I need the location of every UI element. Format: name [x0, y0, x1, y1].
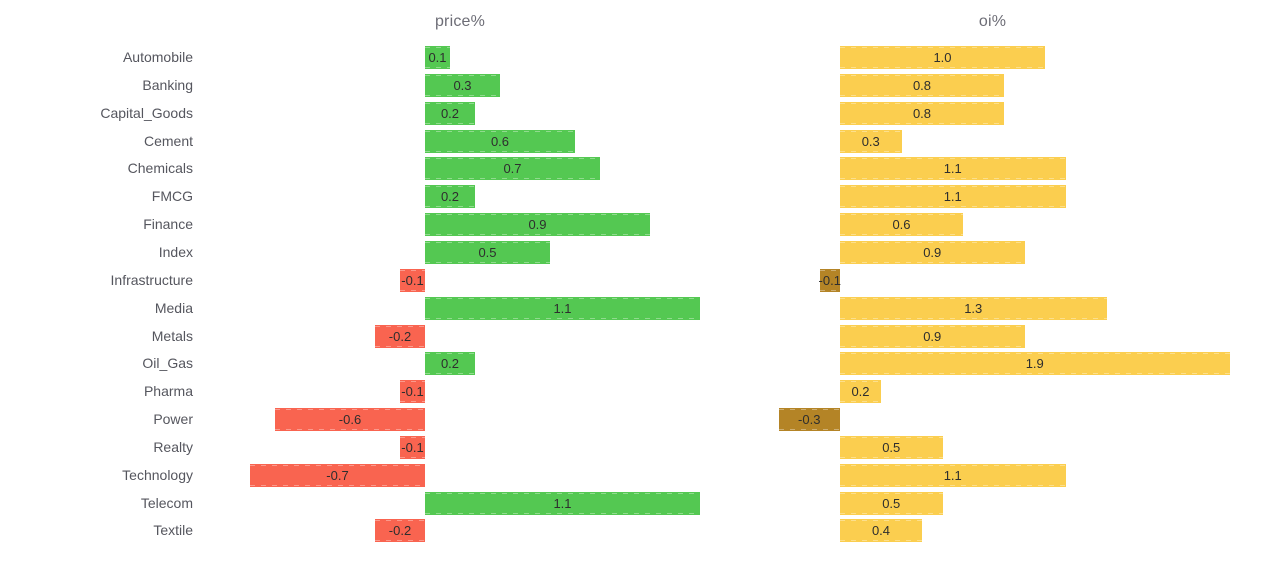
price-bar: 0.2: [425, 101, 475, 125]
bar-value-label: 0.9: [923, 244, 942, 260]
price-bar: -0.1: [400, 380, 425, 404]
category-label: FMCG: [151, 188, 193, 205]
oi-bar: 1.1: [840, 157, 1066, 181]
bar-value-label: 0.2: [440, 356, 460, 372]
bar-value-label: -0.2: [388, 523, 412, 539]
category-label: Automobile: [122, 49, 193, 65]
price-bar: -0.6: [275, 408, 425, 432]
oi-bar: 0.9: [840, 324, 1025, 348]
price-bar: -0.2: [375, 324, 425, 348]
bar-value-label: 1.1: [943, 467, 962, 483]
price-bar: 0.2: [425, 352, 475, 376]
bar-value-label: 0.7: [503, 161, 522, 177]
price-bar: 1.1: [425, 296, 700, 320]
bar-value-label: 0.5: [882, 439, 901, 455]
bar-value-label: -0.3: [798, 412, 821, 428]
category-label: Index: [158, 243, 193, 260]
bar-value-label: -0.2: [388, 328, 412, 344]
category-label: Technology: [122, 466, 193, 483]
oi-bar: 1.3: [840, 296, 1107, 320]
oi-bar: 1.0: [840, 46, 1045, 69]
price-bar: 1.1: [425, 491, 700, 515]
bar-value-label: 0.9: [528, 217, 547, 233]
bar-value-label: -0.7: [326, 467, 349, 483]
oi-chart-title: oi%: [978, 13, 1007, 30]
bar-value-label: 1.9: [1025, 356, 1044, 372]
bar-value-label: 1.0: [933, 50, 952, 65]
bar-value-label: -0.1: [818, 272, 841, 288]
category-label: Textile: [153, 522, 193, 539]
category-label: Capital_Goods: [100, 104, 193, 121]
category-label: Oil_Gas: [142, 355, 193, 372]
oi-bar: 0.3: [840, 129, 902, 153]
bar-value-label: -0.1: [401, 439, 424, 455]
bar-value-label: 0.5: [882, 495, 901, 511]
oi-bar: 1.9: [840, 352, 1230, 376]
price-bar: -0.2: [375, 519, 425, 543]
oi-bar: 1.1: [840, 185, 1066, 209]
bar-value-label: 0.6: [892, 217, 911, 233]
category-label: Metals: [151, 327, 193, 344]
bar-value-label: 0.6: [490, 133, 510, 149]
category-label: Media: [154, 299, 193, 316]
oi-bar: 0.5: [840, 435, 943, 459]
category-label: Banking: [142, 76, 193, 93]
price-bar: -0.7: [250, 463, 425, 487]
bar-value-label: 0.3: [453, 77, 472, 93]
bar-value-label: -0.6: [338, 412, 362, 428]
bar-value-label: 0.2: [440, 189, 460, 205]
category-label: Infrastructure: [110, 271, 193, 288]
price-bar: 0.6: [425, 129, 575, 153]
bar-value-label: 1.1: [943, 161, 962, 177]
price-bar: -0.1: [400, 268, 425, 292]
price-bar: 0.1: [425, 46, 450, 69]
category-label: Cement: [143, 132, 193, 149]
oi-bar: 0.4: [840, 519, 922, 543]
oi-bar: 0.6: [840, 213, 963, 237]
oi-bar: 0.2: [840, 380, 881, 404]
oi-bar: 0.9: [840, 240, 1025, 264]
price-bar: -0.1: [400, 435, 425, 459]
bar-value-label: 1.1: [553, 300, 572, 316]
category-label: Telecom: [140, 494, 193, 511]
price-bar: 0.7: [425, 157, 600, 181]
oi-bar: 0.8: [840, 73, 1004, 97]
price-chart-title: price%: [434, 13, 486, 30]
bar-value-label: -0.1: [401, 272, 424, 288]
oi-bar: 0.5: [840, 491, 943, 515]
bar-value-label: 1.3: [964, 300, 983, 316]
category-label: Power: [153, 411, 193, 428]
price-bar: 0.2: [425, 185, 475, 209]
bar-value-label: 0.3: [861, 133, 880, 149]
bar-value-label: 0.8: [912, 77, 932, 93]
oi-bar: 0.8: [840, 101, 1004, 125]
price-bar: 0.9: [425, 213, 650, 237]
category-label: Finance: [143, 216, 193, 233]
price-bar: 0.5: [425, 240, 550, 264]
bar-value-label: 0.2: [440, 105, 460, 121]
category-label: Pharma: [143, 383, 193, 400]
category-label: Chemicals: [127, 160, 193, 177]
bar-value-label: 1.1: [553, 495, 572, 511]
bar-value-label: 0.2: [851, 384, 870, 400]
category-label: Realty: [153, 438, 193, 455]
bar-value-label: 0.4: [871, 523, 891, 539]
bar-value-label: 0.5: [478, 244, 497, 260]
bar-value-label: 0.9: [923, 328, 942, 344]
bar-value-label: -0.1: [401, 384, 424, 400]
bar-value-label: 0.8: [912, 105, 932, 121]
oi-bar: 1.1: [840, 463, 1066, 487]
price-bar: 0.3: [425, 73, 500, 97]
bar-value-label: 1.1: [943, 189, 962, 205]
oi-bar: -0.3: [778, 408, 840, 432]
oi-bar: -0.1: [818, 268, 841, 292]
bar-value-label: 0.1: [428, 50, 447, 65]
